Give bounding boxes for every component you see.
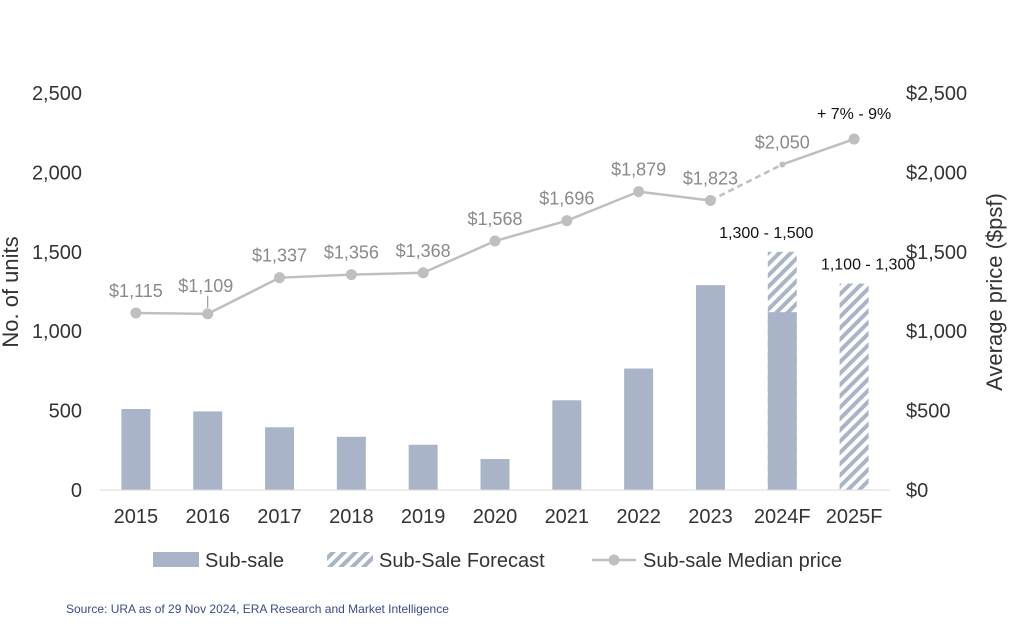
sub-sale-bar — [695, 285, 725, 490]
sub-sale-bar — [767, 312, 797, 490]
x-tick-label: 2018 — [329, 506, 374, 528]
legend-label-forecast: Sub-Sale Forecast — [379, 550, 545, 572]
median-price-marker — [633, 186, 645, 198]
x-tick-label: 2025F — [826, 506, 883, 528]
price-data-label: $1,696 — [539, 189, 594, 209]
median-price-marker — [274, 272, 286, 284]
sub-sale-bar — [265, 427, 295, 490]
forecast-bar — [839, 283, 869, 490]
median-price-marker — [417, 267, 429, 279]
price-data-label: $1,115 — [109, 281, 163, 301]
legend-label-sub-sale: Sub-sale — [205, 550, 284, 572]
x-tick-label: 2021 — [545, 506, 590, 528]
median-price-marker — [489, 235, 501, 247]
sub-sale-bar — [408, 444, 438, 490]
price-data-label: $1,337 — [252, 246, 307, 266]
price-data-label: $1,823 — [683, 169, 738, 189]
sub-sale-bar — [480, 459, 510, 490]
median-price-marker — [704, 195, 716, 207]
y2-tick-label: $1,500 — [906, 242, 967, 264]
median-price-marker — [130, 307, 142, 319]
y2-tick-label: $2,000 — [906, 162, 967, 184]
y-tick-label: 0 — [71, 480, 82, 502]
x-tick-label: 2024F — [754, 506, 811, 528]
y-tick-label: 500 — [49, 401, 82, 423]
axes-layer: No. of units Average price ($psf) 0 $0 500… — [0, 83, 1007, 528]
sub-sale-bar — [193, 411, 223, 490]
forecast-range-label: 1,100 - 1,300 — [821, 257, 915, 274]
sub-sale-bar — [552, 400, 582, 490]
line-layer — [130, 133, 860, 320]
median-price-forecast-dashed — [709, 163, 783, 202]
median-price-marker — [345, 269, 357, 281]
price-data-label: + 7% - 9% — [817, 106, 891, 123]
price-data-label: $1,356 — [324, 243, 379, 263]
y-tick-label: 1,000 — [32, 321, 82, 343]
median-price-marker — [561, 215, 573, 227]
y2-tick-label: $0 — [906, 480, 928, 502]
y-tick-label: 2,000 — [32, 162, 82, 184]
forecast-range-label: 1,300 - 1,500 — [719, 225, 813, 242]
price-data-label: $1,568 — [467, 209, 522, 229]
x-tick-label: 2023 — [688, 506, 733, 528]
x-tick-label: 2017 — [257, 506, 302, 528]
x-tick-label: 2022 — [616, 506, 661, 528]
legend-swatch-forecast — [327, 552, 373, 567]
median-price-marker — [779, 161, 786, 168]
median-price-marker — [202, 308, 214, 320]
y-axis-title: No. of units — [0, 236, 23, 347]
legend-label-median-price: Sub-sale Median price — [643, 550, 842, 572]
x-tick-label: 2019 — [401, 506, 446, 528]
y2-tick-label: $1,000 — [906, 321, 967, 343]
y2-tick-label: $2,500 — [906, 83, 967, 105]
y-tick-label: 2,500 — [32, 83, 82, 105]
legend: Sub-sale Sub-Sale Forecast Sub-sale Medi… — [153, 550, 842, 572]
y-tick-label: 1,500 — [32, 242, 82, 264]
median-price-marker — [848, 133, 860, 145]
y2-tick-label: $500 — [906, 401, 951, 423]
x-tick-label: 2015 — [114, 506, 159, 528]
price-data-label: $1,368 — [396, 241, 451, 261]
sub-sale-bar — [121, 409, 151, 490]
legend-swatch-sub-sale — [153, 552, 199, 567]
x-tick-label: 2020 — [473, 506, 518, 528]
sub-sale-bar — [624, 368, 654, 490]
labels-layer: 1,300 - 1,500 1,100 - 1,300 $1,115 $1,109 $1… — [109, 106, 915, 308]
bars-layer — [121, 251, 869, 490]
price-data-label: $2,050 — [755, 132, 810, 152]
price-data-label: $1,109 — [178, 276, 233, 296]
x-tick-label: 2016 — [185, 506, 230, 528]
price-data-label: $1,879 — [611, 160, 666, 180]
legend-swatch-marker — [608, 554, 620, 566]
median-price-forecast-line — [781, 137, 855, 166]
y2-axis-title: Average price ($psf) — [982, 193, 1007, 391]
source-note: Source: URA as of 29 Nov 2024, ERA Resea… — [66, 602, 449, 616]
sub-sale-bar — [336, 436, 366, 490]
